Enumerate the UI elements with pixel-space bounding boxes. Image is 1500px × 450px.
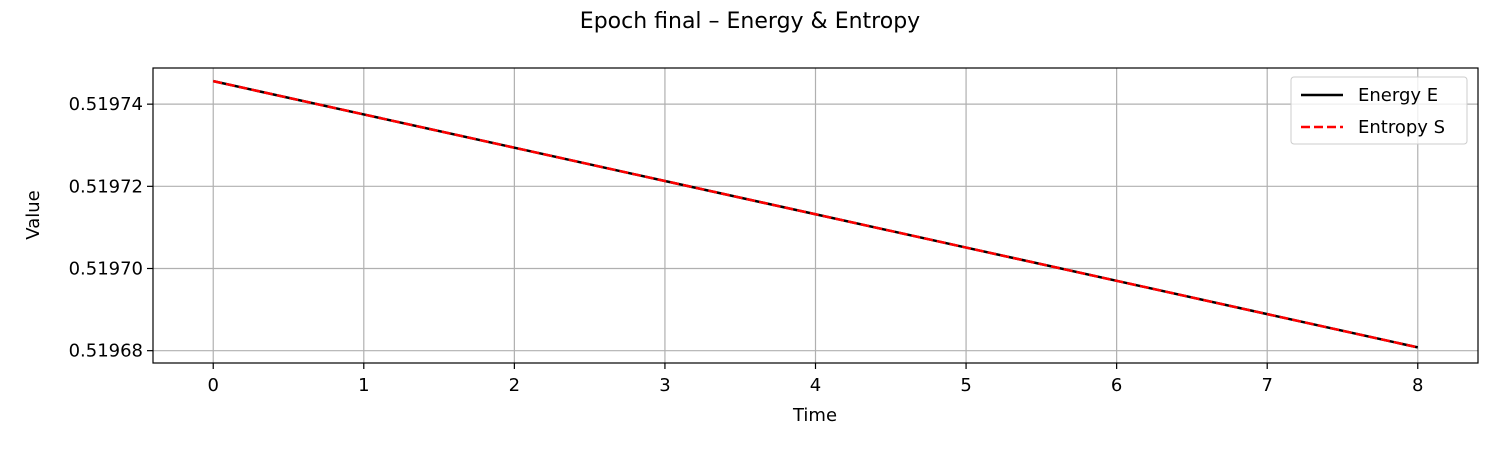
y-tick-label: 0.51970 — [69, 259, 143, 280]
x-tick-label: 0 — [208, 375, 219, 396]
entropy-series-line — [212, 79, 1419, 349]
x-axis-ticks: 0 1 2 3 4 5 6 7 8 — [208, 363, 1423, 396]
legend-label-entropy: Entropy S — [1358, 117, 1445, 138]
x-tick-label: 6 — [1111, 375, 1122, 396]
x-tick-label: 7 — [1261, 375, 1272, 396]
x-tick-label: 5 — [960, 375, 971, 396]
x-tick-label: 2 — [509, 375, 520, 396]
x-tick-label: 3 — [659, 375, 670, 396]
y-axis-ticks: 0.51968 0.51970 0.51972 0.51974 — [69, 94, 153, 362]
chart-title: Epoch final – Energy & Entropy — [580, 9, 920, 34]
legend-label-energy: Energy E — [1358, 85, 1438, 106]
y-axis-label: Value — [23, 190, 44, 239]
x-tick-label: 4 — [810, 375, 821, 396]
plot-lines — [212, 79, 1419, 349]
y-tick-label: 0.51974 — [69, 94, 143, 115]
y-tick-label: 0.51968 — [69, 341, 143, 362]
legend: Energy E Entropy S — [1290, 76, 1468, 145]
y-tick-label: 0.51972 — [69, 176, 143, 197]
x-tick-label: 8 — [1412, 375, 1423, 396]
x-axis-label: Time — [792, 405, 837, 426]
x-tick-label: 1 — [358, 375, 369, 396]
